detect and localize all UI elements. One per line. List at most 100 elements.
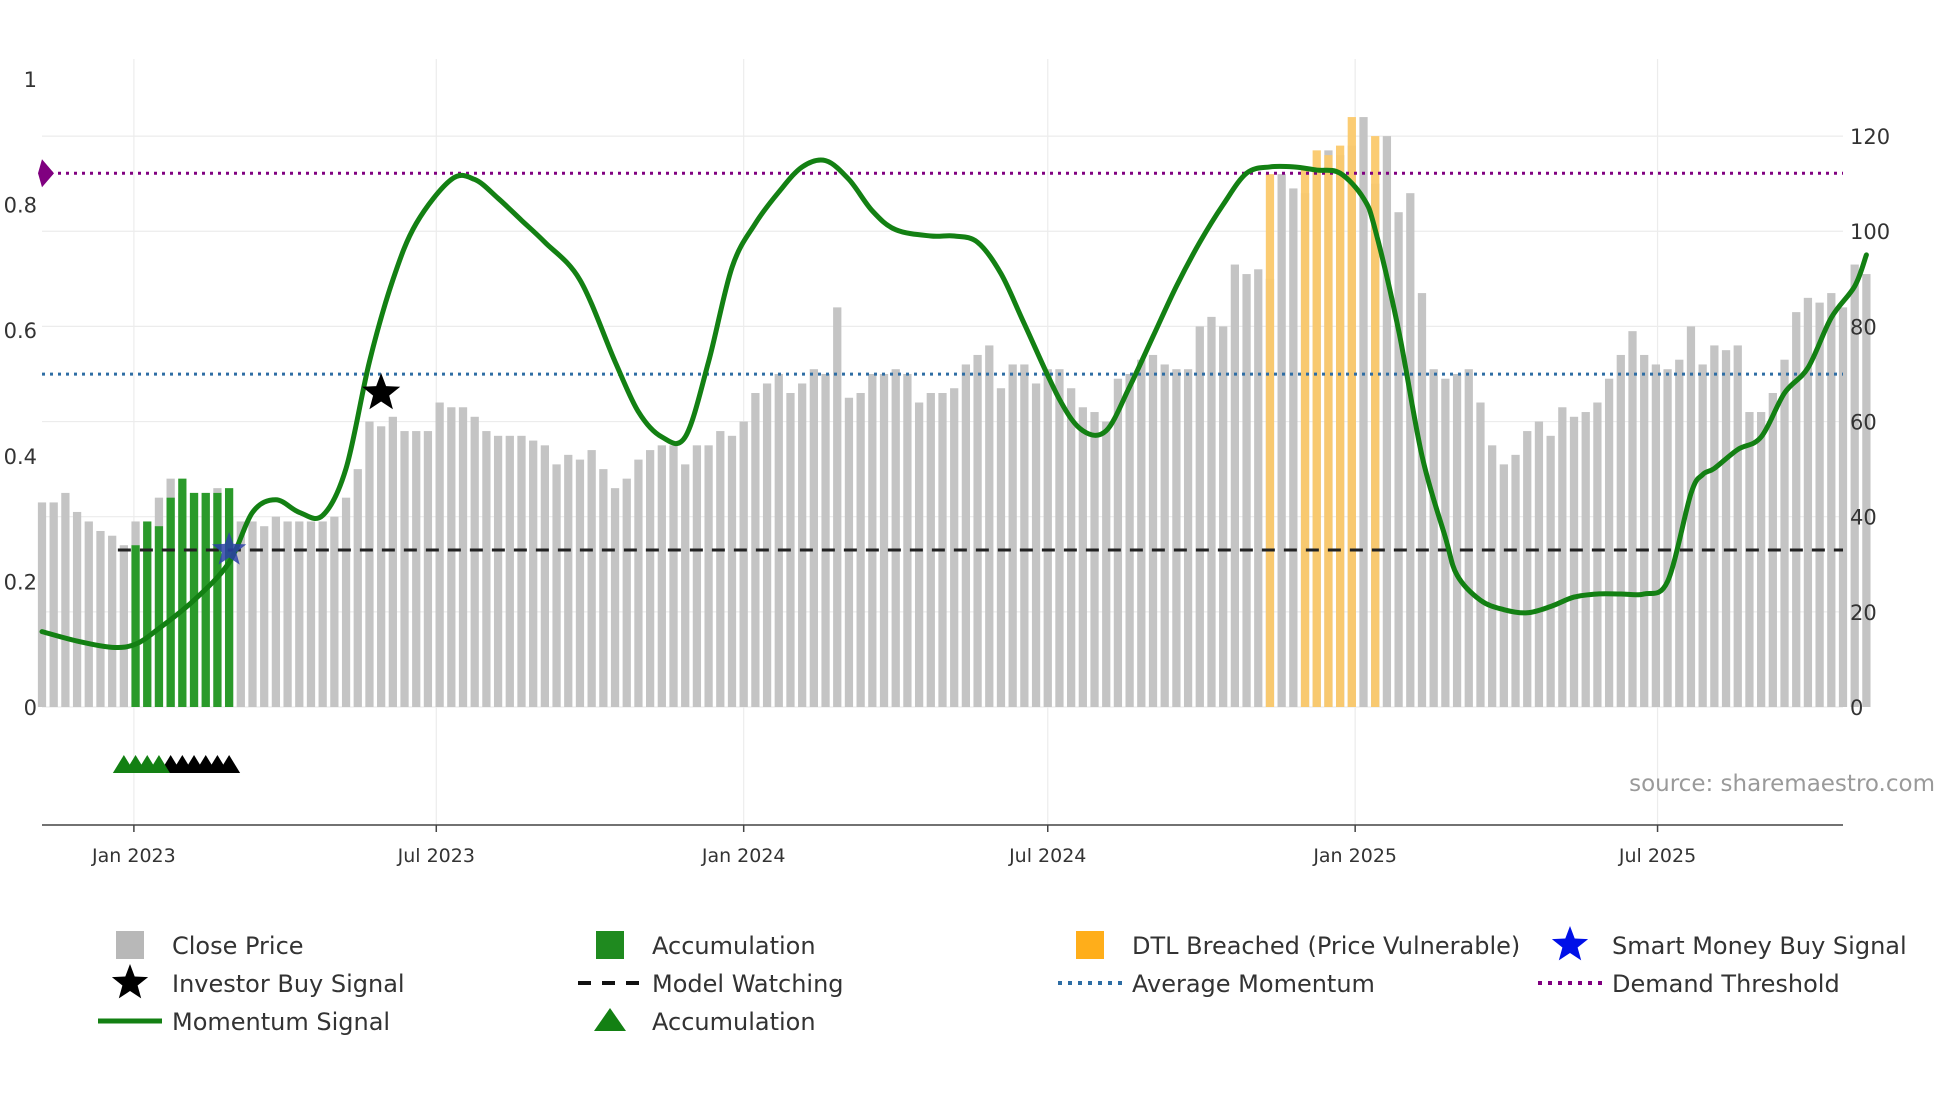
- close-price-bar: [119, 545, 128, 707]
- close-price-bar: [1125, 373, 1134, 707]
- close-price-bar: [72, 511, 82, 707]
- close-price-bar: [985, 345, 994, 707]
- close-price-bar: [1382, 136, 1392, 707]
- close-price-bar: [1207, 316, 1216, 707]
- momentum-signal-series: [39, 157, 1869, 651]
- close-price-bar: [330, 516, 339, 707]
- source-label: source: sharemaestro.com: [1629, 771, 1935, 797]
- close-price-bar: [540, 445, 550, 707]
- close-price-bar: [926, 393, 935, 707]
- close-price-bar: [1721, 350, 1731, 707]
- close-price-bar: [1780, 359, 1789, 707]
- close-price-bar: [1862, 274, 1871, 707]
- close-price-bar: [844, 397, 854, 707]
- accumulation-bar: [224, 488, 234, 707]
- close-price-bar: [423, 431, 433, 707]
- close-price-bar: [1546, 435, 1555, 707]
- close-price-bar: [1581, 412, 1590, 707]
- accumulation-bar: [131, 545, 140, 707]
- dtl-breached-bar: [1371, 136, 1380, 707]
- close-price-bar: [762, 383, 772, 707]
- close-price-bar: [412, 431, 421, 707]
- close-price-bar: [1850, 264, 1859, 707]
- close-price-bar: [1394, 212, 1403, 707]
- close-price-bar: [681, 464, 690, 707]
- close-price-bar: [283, 521, 292, 707]
- close-price-bar: [1008, 364, 1017, 707]
- close-price-bar: [388, 416, 397, 707]
- close-price-bar: [1464, 369, 1473, 707]
- close-price-bar: [1067, 388, 1076, 707]
- dtl-breached-bar: [1324, 155, 1333, 707]
- close-price-bar: [903, 373, 912, 707]
- left-tick-label: 1: [24, 68, 37, 92]
- signal-markers: [112, 373, 401, 773]
- close-price-bar: [1055, 369, 1064, 707]
- close-price-bar: [1230, 264, 1239, 707]
- close-price-bar: [271, 516, 281, 707]
- right-tick-label: 40: [1850, 506, 1877, 530]
- accumulation-marker: [218, 755, 241, 773]
- close-price-bar: [1569, 416, 1579, 707]
- close-price-bar: [377, 426, 386, 707]
- close-price-bar: [400, 431, 409, 707]
- close-price-bar: [37, 502, 47, 707]
- close-price-bar: [809, 369, 818, 707]
- close-price-bar: [564, 454, 573, 707]
- legend-swatch-star: [1551, 926, 1589, 961]
- legend-item: Smart Money Buy Signal: [1551, 926, 1907, 961]
- close-price-bar: [716, 431, 725, 707]
- close-price-bar: [1792, 312, 1801, 707]
- close-price-bar: [704, 445, 713, 707]
- close-price-bar: [1359, 117, 1368, 707]
- legend-swatch-square: [1076, 931, 1104, 959]
- legend-label: Demand Threshold: [1612, 970, 1840, 998]
- close-price-bar: [1698, 364, 1707, 707]
- right-tick-label: 100: [1850, 220, 1890, 244]
- close-price-bar: [1733, 345, 1742, 707]
- close-price-bar: [821, 373, 830, 707]
- close-price-bar: [692, 445, 702, 707]
- close-price-bar: [634, 459, 643, 707]
- close-price-bar: [365, 421, 374, 707]
- close-price-bar: [49, 502, 58, 707]
- close-price-bar: [1219, 326, 1228, 707]
- close-price-bar: [1757, 412, 1766, 707]
- x-tick-label: Jan 2023: [91, 845, 176, 867]
- close-price-bar: [1476, 402, 1485, 707]
- close-price-bar: [470, 416, 479, 707]
- close-price-bar: [587, 450, 596, 707]
- legend-item: Accumulation: [596, 931, 816, 960]
- dtl-breached-bar: [1300, 169, 1310, 708]
- x-tick-label: Jul 2023: [397, 845, 475, 867]
- legend-label: Average Momentum: [1132, 970, 1375, 998]
- accumulation-bar: [201, 492, 210, 707]
- close-price-bar: [798, 383, 807, 707]
- close-price-bar: [236, 521, 245, 707]
- close-price-bar: [1020, 364, 1029, 707]
- close-price-bar: [1827, 293, 1836, 707]
- close-price-bar: [1043, 369, 1052, 707]
- left-tick-label: 0.2: [4, 570, 37, 594]
- x-tick-label: Jul 2024: [1008, 845, 1086, 867]
- close-price-bar: [961, 364, 971, 707]
- close-price-bar: [1031, 383, 1041, 707]
- close-price-bar: [657, 445, 666, 707]
- close-price-bar: [774, 373, 783, 707]
- axes: Jan 2023 Jul 2023 Jan 2024 Jul 2024 Jan 2025…: [4, 68, 1891, 867]
- legend-swatch-square: [116, 931, 144, 959]
- dtl-breached-bar: [1312, 150, 1321, 707]
- legend-item: Demand Threshold: [1538, 970, 1840, 998]
- close-price-bar: [96, 530, 105, 707]
- close-price-bar: [1254, 269, 1263, 707]
- close-price-bar: [1242, 274, 1251, 707]
- close-price-bar: [1417, 293, 1427, 707]
- close-price-bar: [341, 497, 351, 707]
- close-price-bar: [1628, 331, 1637, 707]
- close-price-bar: [482, 431, 491, 707]
- close-price-bar: [669, 445, 678, 707]
- close-price-bar: [61, 492, 70, 707]
- accumulation-bar: [166, 497, 175, 707]
- legend-item: Model Watching: [578, 970, 844, 998]
- close-price-bar: [739, 421, 748, 707]
